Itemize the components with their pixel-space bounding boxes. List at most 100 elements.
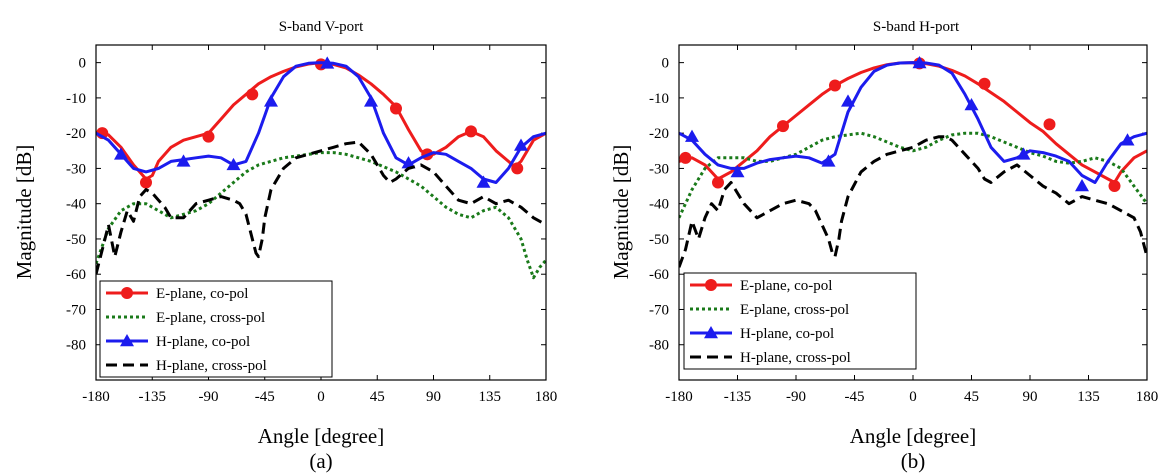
y-axis-label-a: Magnitude [dB] — [12, 145, 36, 280]
y-tick-label: -30 — [66, 161, 86, 177]
data-point-marker — [685, 129, 699, 142]
legend-a: E-plane, co-pol E-plane, cross-pol H-plane… — [99, 280, 333, 378]
y-tick-label: -50 — [649, 232, 669, 248]
panel-a: S-band V-port -180 -135 -90 -45 0 45 90 135 180 0… — [12, 19, 557, 473]
y-tick-label: -80 — [649, 338, 669, 354]
x-axis-label-b: Angle [degree] — [850, 424, 977, 448]
x-tick-label: 90 — [1023, 389, 1038, 405]
data-point-marker — [777, 120, 789, 133]
data-point-marker — [1016, 147, 1031, 160]
y-axis-label-b: Magnitude [dB] — [609, 145, 633, 280]
data-point-marker — [1043, 118, 1056, 131]
x-tick-label: 135 — [479, 389, 502, 405]
x-tick-label: 180 — [1136, 389, 1159, 405]
x-tick-label: -45 — [845, 389, 865, 405]
y-tick-label: -40 — [649, 197, 669, 213]
y-tick-label: -60 — [66, 267, 86, 283]
data-point-marker — [912, 55, 927, 69]
caption-b: (b) — [901, 449, 926, 473]
plot-frame-a — [95, 44, 547, 381]
data-point-marker — [264, 94, 278, 107]
plot-area-a: -180 -135 -90 -45 0 45 90 135 180 0 -10 -20 -30 -40 -5… — [66, 45, 557, 405]
y-tick-label: 0 — [79, 56, 87, 72]
series-line-e-plane-co-pol — [96, 61, 546, 181]
data-point-marker — [712, 176, 724, 189]
data-point-marker — [841, 94, 855, 107]
data-point-marker — [364, 94, 378, 107]
data-point-marker — [821, 154, 836, 167]
data-point-marker — [829, 79, 841, 92]
data-point-marker — [176, 154, 191, 167]
data-point-marker — [1120, 133, 1135, 146]
legend-label: H-plane, cross-pol — [156, 358, 267, 374]
data-point-marker — [246, 88, 259, 101]
legend-box — [683, 272, 917, 370]
caption-a: (a) — [309, 449, 332, 473]
data-point-marker — [401, 156, 416, 169]
y-tick-label: -10 — [649, 91, 669, 107]
x-tick-label: -180 — [82, 389, 110, 405]
legend-marker — [121, 287, 133, 299]
data-point-marker — [140, 176, 152, 189]
data-point-marker — [964, 97, 979, 111]
chart-title-a: S-band V-port — [279, 19, 364, 35]
data-point-marker — [202, 130, 215, 143]
legend-b: E-plane, co-pol E-plane, cross-pol H-plane… — [683, 272, 917, 370]
x-tick-label: 90 — [426, 389, 441, 405]
legend-marker — [704, 326, 718, 339]
data-point-marker — [679, 151, 692, 164]
data-point-marker — [476, 175, 491, 188]
x-tick-label: 45 — [964, 389, 979, 405]
y-tick-label: -60 — [649, 267, 669, 283]
legend-label: E-plane, co-pol — [156, 286, 248, 302]
x-tick-label: 180 — [535, 389, 558, 405]
y-tick-label: -70 — [649, 302, 669, 318]
data-point-marker — [114, 147, 128, 160]
data-point-marker — [320, 56, 335, 69]
y-tick-label: -20 — [649, 126, 669, 142]
chart-title-b: S-band H-port — [873, 19, 960, 35]
y-tick-label: -70 — [66, 302, 86, 318]
data-point-marker — [514, 138, 528, 151]
data-point-marker — [511, 162, 524, 175]
y-tick-label: -30 — [649, 161, 669, 177]
data-point-marker — [465, 125, 477, 138]
legend-label: E-plane, co-pol — [740, 278, 832, 294]
legend-marker — [120, 334, 134, 347]
plot-frame-b — [678, 44, 1148, 381]
legend-label: E-plane, cross-pol — [156, 310, 265, 326]
series-line-h-plane-cross-pol — [679, 135, 1147, 268]
x-tick-label: 0 — [909, 389, 917, 405]
y-tick-label: -20 — [66, 126, 86, 142]
data-point-marker — [390, 102, 402, 115]
data-point-marker — [978, 77, 991, 90]
plot-area-b: -180 -135 -90 -45 0 45 90 135 180 0 -10 -20 -30 -40 -5… — [649, 45, 1158, 405]
data-point-marker — [730, 164, 745, 178]
series-line-e-plane-cross-pol — [679, 131, 1147, 219]
panel-b: S-band H-port -180 -135 -90 -45 0 45 90 135 180 0… — [609, 19, 1158, 473]
data-point-marker — [1108, 180, 1121, 193]
x-tick-label: -135 — [139, 389, 167, 405]
data-point-marker — [226, 157, 241, 171]
x-tick-label: 45 — [370, 389, 385, 405]
series-line-h-plane-co-pol — [96, 61, 546, 184]
legend-label: H-plane, cross-pol — [740, 350, 851, 366]
x-tick-label: 0 — [317, 389, 325, 405]
y-tick-label: 0 — [662, 56, 670, 72]
x-tick-label: -90 — [199, 389, 219, 405]
legend-label: E-plane, cross-pol — [740, 302, 849, 318]
x-tick-label: -90 — [786, 389, 806, 405]
y-tick-label: -40 — [66, 197, 86, 213]
series-line-e-plane-cross-pol — [96, 151, 546, 280]
data-point-marker — [1075, 179, 1089, 192]
series-line-e-plane-co-pol — [679, 61, 1147, 184]
x-tick-label: -135 — [724, 389, 752, 405]
legend-box — [99, 280, 333, 378]
series-line-h-plane-cross-pol — [96, 140, 546, 275]
x-tick-label: -180 — [665, 389, 693, 405]
y-tick-label: -80 — [66, 338, 86, 354]
y-tick-label: -10 — [66, 91, 86, 107]
legend-label: H-plane, co-pol — [156, 334, 250, 350]
x-tick-label: 135 — [1077, 389, 1100, 405]
